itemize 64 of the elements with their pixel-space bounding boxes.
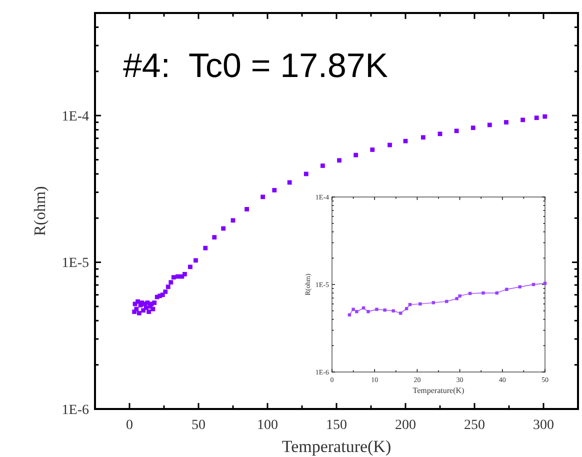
- point: [383, 308, 386, 312]
- point: [171, 275, 176, 280]
- x-axis-title: Temperature(K): [282, 437, 392, 456]
- point: [355, 310, 358, 314]
- point: [375, 308, 378, 311]
- y-tick-label: 1E-6: [62, 402, 89, 418]
- point: [188, 264, 192, 270]
- point: [418, 302, 422, 306]
- x-axis-title: Temperature(K): [412, 386, 465, 395]
- point: [470, 126, 476, 130]
- point: [144, 306, 148, 310]
- point: [432, 301, 435, 304]
- point: [534, 116, 539, 120]
- point: [134, 306, 139, 312]
- point: [221, 226, 226, 231]
- point: [403, 138, 408, 144]
- x-tick-label: 200: [395, 418, 416, 433]
- point: [392, 309, 395, 312]
- point: [438, 132, 442, 136]
- point: [482, 291, 485, 295]
- point: [354, 152, 358, 158]
- x-tick-label: 0: [126, 418, 133, 433]
- x-tick-label: 50: [192, 418, 206, 433]
- point: [244, 207, 249, 212]
- x-tick-label: 150: [326, 418, 347, 433]
- point: [168, 280, 174, 285]
- point: [304, 172, 308, 176]
- point: [182, 272, 187, 276]
- point: [366, 310, 370, 314]
- point: [504, 120, 508, 124]
- point: [455, 297, 458, 300]
- point: [230, 218, 236, 223]
- point: [272, 188, 277, 192]
- y-tick-label: 1E-5: [62, 256, 89, 272]
- point: [136, 310, 142, 316]
- point: [398, 312, 402, 315]
- point: [348, 313, 352, 316]
- point: [163, 290, 168, 294]
- y-axis-title: R(ohm): [32, 186, 49, 236]
- point: [388, 142, 392, 148]
- point: [458, 294, 462, 298]
- point: [320, 164, 325, 168]
- point: [487, 122, 492, 128]
- x-tick-label: 250: [464, 418, 485, 433]
- x-tick-label: 100: [257, 418, 278, 433]
- point: [152, 300, 157, 305]
- point: [212, 235, 217, 240]
- point: [420, 135, 426, 140]
- point: [454, 128, 459, 134]
- point: [520, 118, 525, 122]
- point: [260, 194, 266, 200]
- point: [194, 258, 198, 263]
- point: [146, 310, 152, 314]
- text: #4: Tc0 = 17.87K: [123, 47, 388, 85]
- point: [542, 114, 548, 119]
- point: [166, 284, 170, 290]
- point: [505, 288, 508, 291]
- y-tick-label: 1E-4: [62, 109, 89, 124]
- point: [370, 148, 375, 152]
- point: [352, 308, 355, 311]
- x-tick-label: 300: [533, 418, 554, 433]
- point: [287, 180, 292, 185]
- point: [203, 246, 208, 250]
- point: [337, 158, 342, 163]
